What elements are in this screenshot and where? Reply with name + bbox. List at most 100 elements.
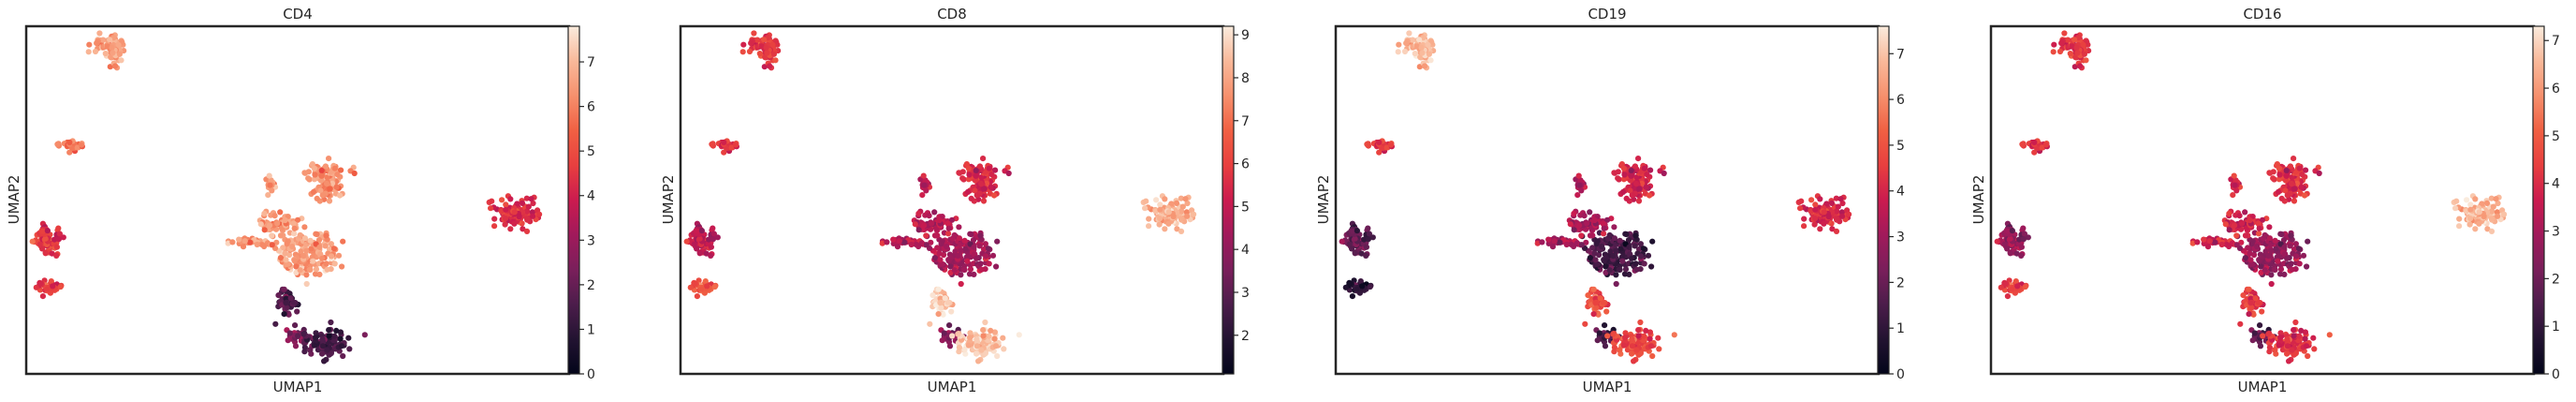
- cell-point: [314, 231, 320, 238]
- cell-point: [912, 221, 918, 228]
- cell-point: [2018, 244, 2025, 250]
- cell-point: [329, 253, 335, 260]
- cell-point: [313, 330, 319, 336]
- cell-point: [2291, 186, 2298, 192]
- cell-point: [1833, 195, 1839, 201]
- cell-point: [2212, 239, 2218, 246]
- cell-point: [980, 333, 987, 339]
- cell-point: [948, 308, 955, 315]
- colorbar-tick-label: 1: [587, 322, 595, 337]
- cell-point: [1640, 246, 1647, 252]
- cell-point: [1627, 187, 1633, 194]
- colorbar-tick-label: 3: [587, 233, 595, 248]
- cell-point: [37, 280, 44, 287]
- cell-point: [2265, 331, 2272, 337]
- cell-point: [1620, 165, 1628, 171]
- cell-point: [1162, 226, 1168, 232]
- cell-point: [1363, 252, 1369, 259]
- cell-point: [936, 216, 943, 224]
- cell-point: [980, 327, 987, 334]
- cell-point: [2295, 246, 2303, 252]
- cell-point: [1574, 192, 1581, 199]
- cell-point: [945, 258, 952, 264]
- cell-point: [1632, 232, 1639, 239]
- cell-point: [57, 283, 64, 290]
- cell-point: [337, 192, 344, 199]
- cell-point: [896, 238, 902, 245]
- cell-point: [1998, 284, 2004, 290]
- cell-point: [2261, 231, 2268, 239]
- cell-point: [1153, 197, 1160, 203]
- cell-point: [53, 244, 60, 250]
- cell-point: [938, 241, 944, 247]
- cell-point: [965, 165, 973, 171]
- cell-point: [1578, 232, 1585, 239]
- cell-point: [2493, 196, 2499, 202]
- cell-point: [307, 237, 314, 244]
- cell-point: [961, 347, 968, 353]
- cell-point: [2021, 231, 2027, 237]
- cell-point: [285, 311, 292, 318]
- cell-point: [1833, 228, 1840, 234]
- cell-point: [1591, 216, 1598, 224]
- cell-point: [890, 236, 897, 243]
- cell-point: [520, 226, 526, 232]
- cell-point: [2494, 209, 2500, 216]
- cell-point: [281, 286, 287, 292]
- cell-point: [958, 272, 964, 278]
- cell-point: [1584, 220, 1590, 227]
- cell-point: [1363, 244, 1369, 250]
- cell-point: [767, 63, 773, 69]
- cell-point: [503, 206, 509, 213]
- cell-point: [993, 263, 1000, 270]
- cell-point: [989, 252, 997, 259]
- cell-point: [319, 255, 326, 261]
- cell-point: [1539, 239, 1545, 246]
- cell-point: [2258, 263, 2264, 270]
- cell-point: [2272, 237, 2278, 244]
- cell-point: [961, 237, 968, 244]
- cell-point: [2083, 57, 2089, 64]
- cell-point: [915, 243, 922, 250]
- cell-point: [927, 320, 933, 327]
- cell-point: [972, 177, 979, 184]
- cell-point: [285, 337, 291, 344]
- cell-point: [1418, 44, 1425, 52]
- cell-point: [2274, 161, 2280, 168]
- cell-point: [40, 228, 47, 234]
- cell-point: [268, 177, 274, 184]
- cell-point: [56, 231, 63, 237]
- cell-point: [986, 261, 992, 267]
- cell-point: [769, 41, 776, 49]
- cell-point: [1837, 196, 1844, 202]
- cell-point: [1621, 271, 1629, 277]
- cell-point: [1821, 220, 1827, 227]
- cell-point: [977, 180, 985, 186]
- cell-point: [1534, 240, 1541, 246]
- cell-point: [2305, 238, 2311, 245]
- cell-point: [2056, 48, 2064, 55]
- cell-point: [2246, 311, 2252, 318]
- cell-point: [267, 182, 273, 188]
- cell-point: [303, 272, 310, 278]
- cell-point: [2266, 224, 2273, 231]
- cell-point: [292, 343, 300, 350]
- cell-point: [1627, 251, 1633, 258]
- cell-point: [694, 246, 700, 252]
- cell-point: [335, 252, 343, 259]
- cell-point: [1636, 186, 1643, 192]
- cell-point: [525, 203, 532, 210]
- cell-point: [923, 232, 929, 239]
- cell-point: [1356, 290, 1363, 296]
- colorbar-tick-label: 3: [1896, 231, 1905, 246]
- cell-point: [2488, 195, 2495, 201]
- cell-point: [2012, 290, 2018, 296]
- cell-point: [2001, 241, 2008, 247]
- cell-point: [1846, 211, 1852, 217]
- cell-point: [921, 182, 928, 188]
- scatter-points: [29, 30, 543, 365]
- cell-point: [2280, 237, 2288, 244]
- cell-point: [1647, 329, 1653, 335]
- cell-point: [2467, 201, 2474, 208]
